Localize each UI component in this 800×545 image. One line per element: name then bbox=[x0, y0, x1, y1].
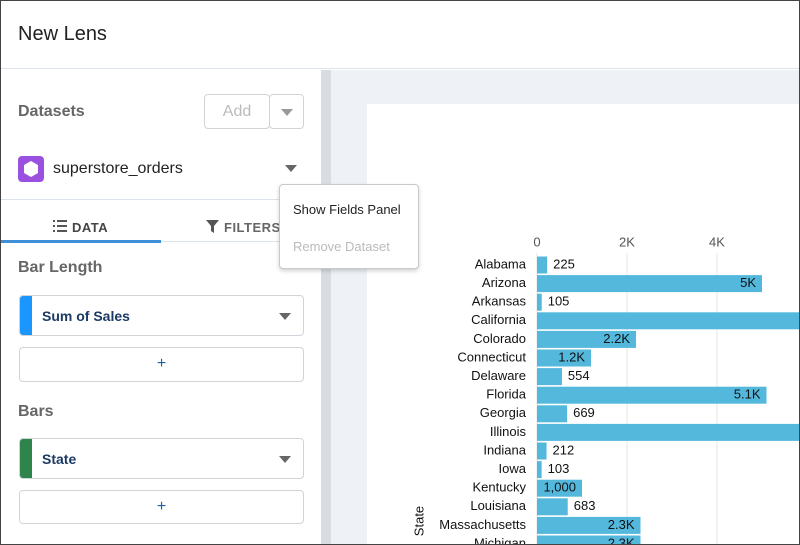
plus: + bbox=[156, 355, 167, 372]
y-tick-label: Illinois bbox=[490, 424, 527, 439]
value-label: 554 bbox=[568, 368, 590, 383]
section-title: Bar Length bbox=[18, 259, 103, 276]
tab-filters[interactable]: FILTERS bbox=[224, 220, 281, 235]
separator bbox=[1, 199, 321, 200]
value-label: 103 bbox=[548, 461, 570, 476]
y-tick-label: Michigan bbox=[474, 535, 526, 545]
bar bbox=[537, 516, 641, 534]
active-tab-indicator bbox=[1, 240, 161, 243]
dataset-icon bbox=[18, 156, 44, 182]
field-name: Sum of Sales bbox=[42, 308, 130, 324]
value-label: 5.1K bbox=[734, 387, 761, 402]
bar bbox=[537, 256, 548, 274]
bar bbox=[537, 442, 547, 460]
add-dropdown[interactable] bbox=[269, 94, 304, 129]
value-label: 669 bbox=[573, 405, 595, 420]
value-label: 2.3K bbox=[608, 535, 635, 545]
dataset-name: superstore_orders bbox=[53, 160, 183, 177]
add-field-button[interactable]: + bbox=[19, 347, 304, 382]
y-tick-label: Arkansas bbox=[472, 294, 527, 309]
section-title: Bars bbox=[18, 403, 54, 420]
value-label: 5K bbox=[740, 275, 756, 290]
bar bbox=[537, 423, 799, 441]
header: New Lens bbox=[1, 1, 799, 69]
tab-data[interactable]: DATA bbox=[72, 220, 109, 235]
y-tick-label: Arizona bbox=[482, 275, 527, 290]
dropdown-menu: Show Fields Panel Remove Dataset bbox=[279, 184, 419, 269]
bar bbox=[537, 461, 542, 479]
y-tick-label: Kentucky bbox=[473, 480, 527, 495]
filter-icon bbox=[206, 220, 219, 233]
chart: State 02K4K6KAlabama225Arizona5KArkansas… bbox=[331, 70, 799, 545]
tab-underline bbox=[161, 241, 321, 242]
panel-divider bbox=[321, 70, 331, 544]
value-label: 105 bbox=[548, 294, 570, 309]
pill-menu[interactable] bbox=[279, 456, 291, 463]
y-tick-label: Massachusetts bbox=[439, 517, 526, 532]
bar bbox=[537, 386, 767, 404]
field-name: State bbox=[42, 451, 77, 467]
menu-item-disabled: Remove Dataset bbox=[293, 239, 390, 254]
bar bbox=[537, 368, 562, 386]
value-label: 212 bbox=[553, 442, 575, 457]
pill-strip bbox=[20, 439, 32, 478]
plus: + bbox=[156, 498, 167, 515]
value-label: 1,000 bbox=[543, 480, 576, 495]
bar bbox=[537, 293, 542, 311]
y-tick-label: Delaware bbox=[471, 368, 526, 383]
bar bbox=[537, 479, 582, 497]
y-tick-label: Indiana bbox=[483, 442, 526, 457]
bar bbox=[537, 349, 591, 367]
bar bbox=[537, 498, 568, 516]
dataset-menu-toggle[interactable] bbox=[285, 165, 297, 172]
add-button[interactable]: Add bbox=[204, 94, 270, 129]
page-title: New Lens bbox=[18, 23, 107, 45]
bar bbox=[537, 312, 799, 330]
y-tick-label: Louisiana bbox=[470, 498, 526, 513]
field-pill[interactable]: Sum of Sales bbox=[19, 295, 304, 336]
sidebar: Datasets Add superstore_orders DATA FILT… bbox=[1, 70, 321, 544]
menu-item[interactable]: Show Fields Panel bbox=[293, 202, 401, 217]
bar bbox=[537, 535, 641, 544]
bar bbox=[537, 405, 568, 423]
pill-menu[interactable] bbox=[279, 313, 291, 320]
value-label: 225 bbox=[553, 256, 575, 271]
add-field-button[interactable]: + bbox=[19, 490, 304, 524]
y-tick-label: Florida bbox=[486, 387, 527, 402]
x-tick-label: 2K bbox=[619, 234, 635, 249]
datasets-label: Datasets bbox=[18, 103, 85, 120]
value-label: 1.2K bbox=[558, 349, 585, 364]
y-tick-label: Alabama bbox=[475, 256, 527, 271]
y-tick-label: Colorado bbox=[473, 331, 526, 346]
y-axis-label: State bbox=[411, 506, 426, 536]
bar bbox=[537, 275, 762, 293]
y-tick-label: Connecticut bbox=[457, 349, 526, 364]
field-pill[interactable]: State bbox=[19, 438, 304, 479]
value-label: 683 bbox=[574, 498, 596, 513]
bar bbox=[537, 330, 636, 348]
list-icon bbox=[53, 220, 67, 232]
x-tick-label: 0 bbox=[533, 234, 540, 249]
pill-strip bbox=[20, 296, 32, 335]
y-tick-label: California bbox=[471, 312, 527, 327]
x-tick-label: 4K bbox=[709, 234, 725, 249]
y-tick-label: Georgia bbox=[480, 405, 527, 420]
y-tick-label: Iowa bbox=[499, 461, 527, 476]
value-label: 2.2K bbox=[603, 331, 630, 346]
value-label: 2.3K bbox=[608, 517, 635, 532]
